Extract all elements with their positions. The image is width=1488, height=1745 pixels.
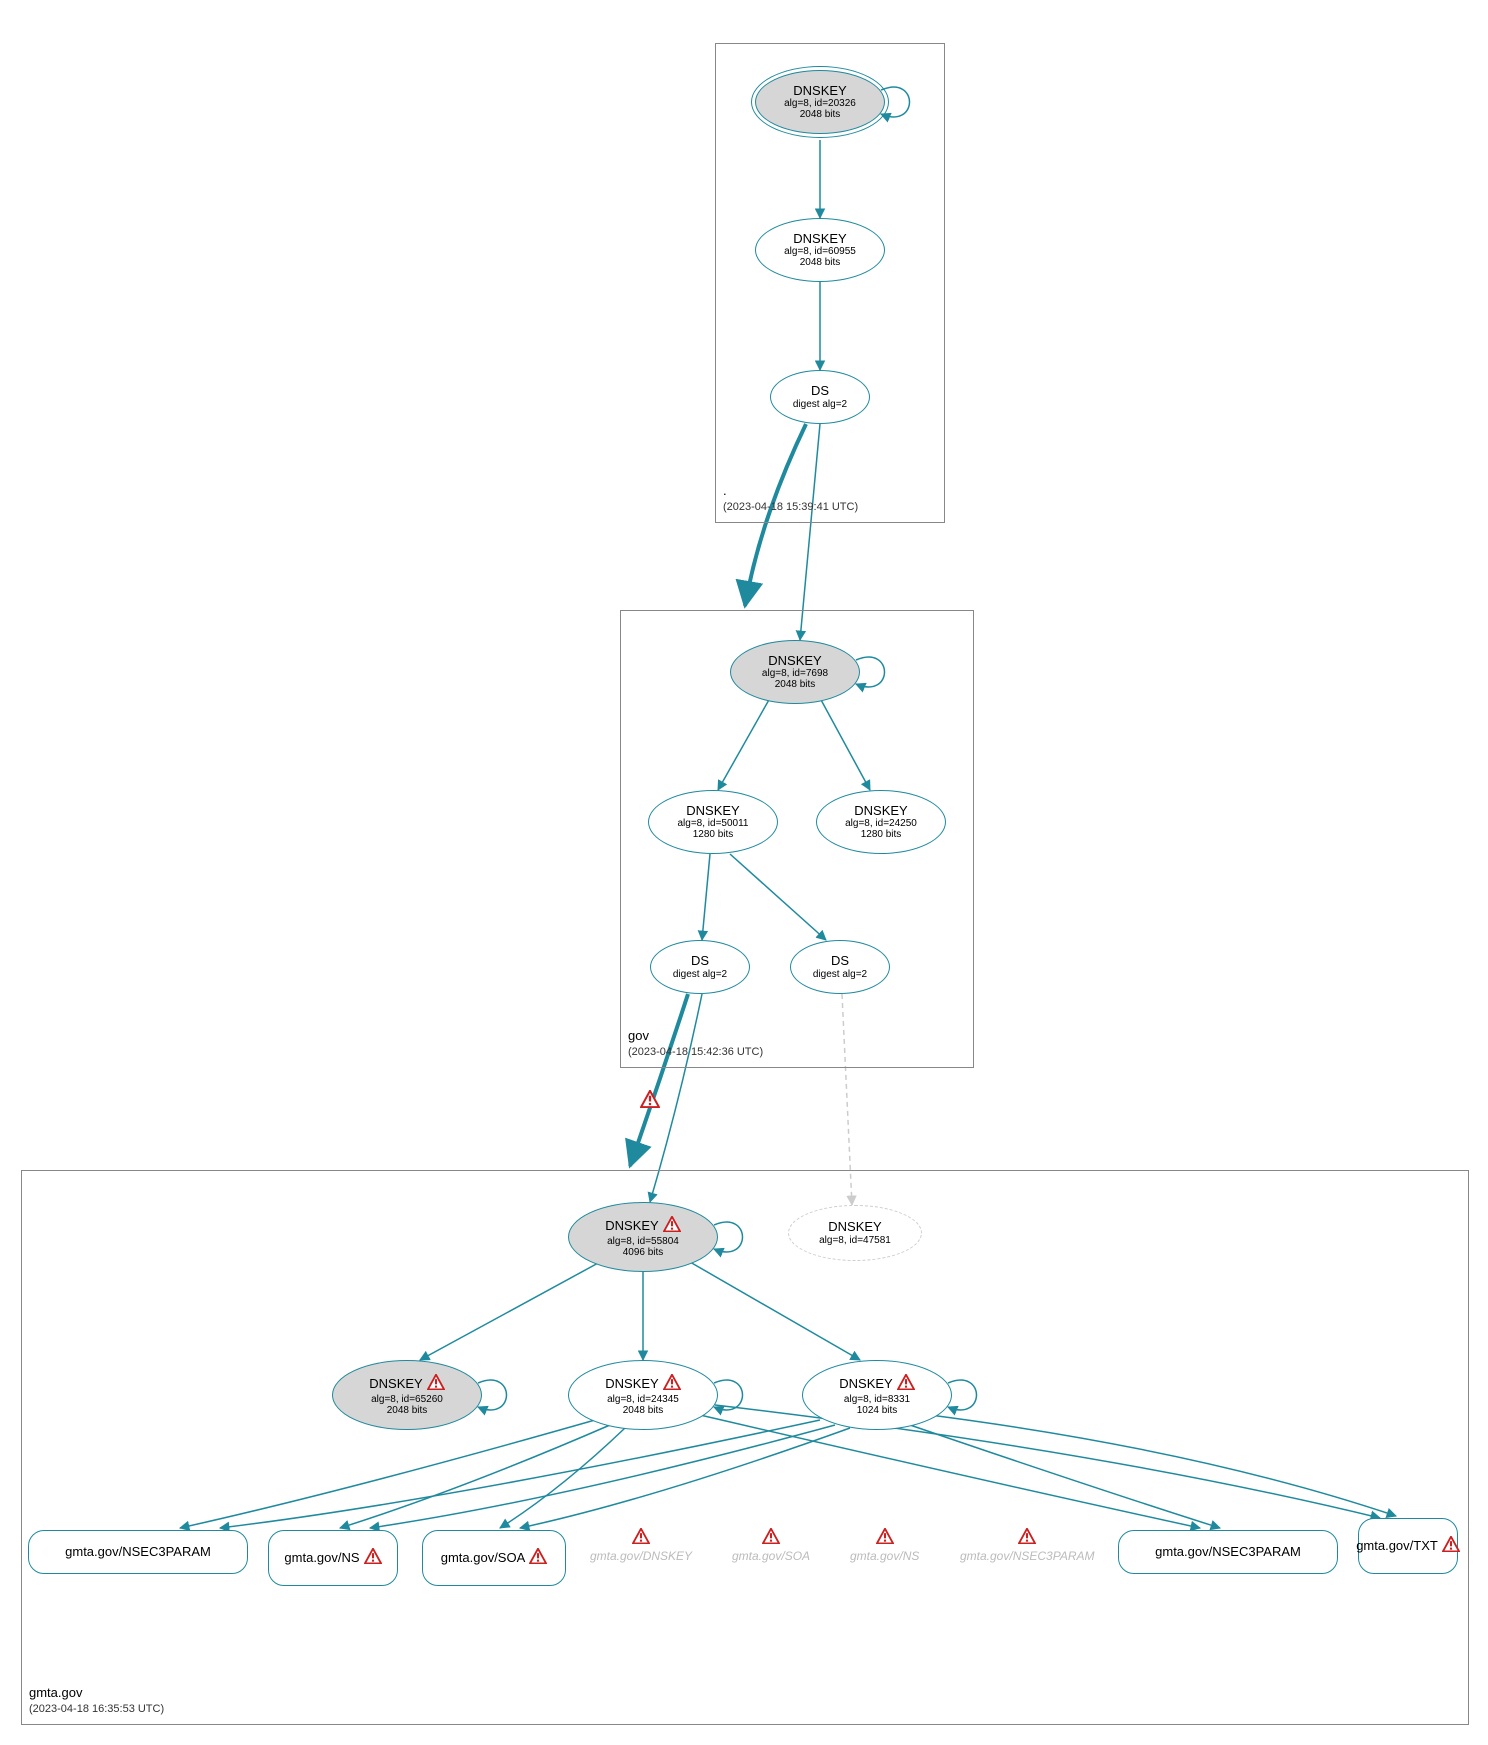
node-title: DNSKEY	[839, 1377, 892, 1391]
node-title: DS	[831, 954, 849, 968]
warning-icon	[590, 1528, 692, 1549]
node-sub2: 1024 bits	[857, 1405, 898, 1416]
node-title: DNSKEY	[369, 1377, 422, 1391]
warning-icon	[427, 1374, 445, 1393]
node-title: DNSKEY	[686, 804, 739, 818]
node-gov-ds1: DSdigest alg=2	[650, 940, 750, 994]
node-root-ds: DSdigest alg=2	[770, 370, 870, 424]
node-gmta-zsk2: DNSKEY alg=8, id=243452048 bits	[568, 1360, 718, 1430]
faded-label: gmta.gov/NS	[850, 1549, 919, 1563]
faded-group: gmta.gov/SOA	[732, 1528, 810, 1563]
zone-gmta	[21, 1170, 1469, 1725]
node-gmta-zsk3: DNSKEY alg=8, id=83311024 bits	[802, 1360, 952, 1430]
node-sub1: alg=8, id=65260	[371, 1394, 443, 1405]
node-gmta-zsk1: DNSKEY alg=8, id=652602048 bits	[332, 1360, 482, 1430]
node-sub1: alg=8, id=7698	[762, 668, 828, 679]
node-sub2: 2048 bits	[623, 1405, 664, 1416]
node-rr-nsec3-a: gmta.gov/NSEC3PARAM	[28, 1530, 248, 1574]
node-gov-ksk: DNSKEYalg=8, id=76982048 bits	[730, 640, 860, 704]
warning-icon	[1442, 1536, 1460, 1555]
node-rr-ns: gmta.gov/NS	[268, 1530, 398, 1586]
zone-timestamp-gmta: (2023-04-18 16:35:53 UTC)	[29, 1703, 164, 1715]
zone-timestamp-root: (2023-04-18 15:39:41 UTC)	[723, 501, 858, 513]
node-title: DNSKEY	[605, 1219, 658, 1233]
warning-icon	[732, 1528, 810, 1549]
node-sub1: alg=8, id=24345	[607, 1394, 679, 1405]
node-title: gmta.gov/TXT	[1356, 1539, 1438, 1553]
node-sub2: 2048 bits	[800, 109, 841, 120]
warning-icon	[897, 1374, 915, 1393]
node-sub2: 1280 bits	[693, 829, 734, 840]
node-title: DS	[691, 954, 709, 968]
node-sub1: digest alg=2	[813, 969, 867, 980]
faded-label: gmta.gov/NSEC3PARAM	[960, 1549, 1095, 1563]
node-title: gmta.gov/SOA	[441, 1551, 526, 1565]
node-title: DS	[811, 384, 829, 398]
node-sub1: alg=8, id=24250	[845, 818, 917, 829]
node-sub1: alg=8, id=47581	[819, 1235, 891, 1246]
node-title: DNSKEY	[828, 1220, 881, 1234]
node-sub2: 4096 bits	[623, 1247, 664, 1258]
node-rr-soa: gmta.gov/SOA	[422, 1530, 566, 1586]
node-root-ksk: DNSKEYalg=8, id=203262048 bits	[755, 70, 885, 134]
node-gmta-ksk: DNSKEY alg=8, id=558044096 bits	[568, 1202, 718, 1272]
node-title: DNSKEY	[854, 804, 907, 818]
node-gov-zsk1: DNSKEYalg=8, id=500111280 bits	[648, 790, 778, 854]
node-sub2: 2048 bits	[387, 1405, 428, 1416]
zone-label-gov: gov	[628, 1028, 649, 1043]
warning-icon	[663, 1216, 681, 1235]
warning-icon	[850, 1528, 919, 1549]
zone-label-gmta: gmta.gov	[29, 1685, 82, 1700]
zone-label-root: .	[723, 483, 727, 498]
faded-label: gmta.gov/SOA	[732, 1549, 810, 1563]
node-title: gmta.gov/NSEC3PARAM	[1155, 1545, 1301, 1559]
faded-group: gmta.gov/DNSKEY	[590, 1528, 692, 1563]
warning-icon	[663, 1374, 681, 1393]
node-title: DNSKEY	[793, 84, 846, 98]
node-sub2: 1280 bits	[861, 829, 902, 840]
node-sub2: 2048 bits	[775, 679, 816, 690]
node-sub1: digest alg=2	[673, 969, 727, 980]
node-sub1: alg=8, id=60955	[784, 246, 856, 257]
node-sub1: digest alg=2	[793, 399, 847, 410]
node-root-zsk: DNSKEYalg=8, id=609552048 bits	[755, 218, 885, 282]
warning-icon	[960, 1528, 1095, 1549]
node-rr-nsec3-b: gmta.gov/NSEC3PARAM	[1118, 1530, 1338, 1574]
faded-label: gmta.gov/DNSKEY	[590, 1549, 692, 1563]
node-title: gmta.gov/NS	[284, 1551, 359, 1565]
node-sub1: alg=8, id=55804	[607, 1236, 679, 1247]
warning-icon	[364, 1548, 382, 1567]
node-sub1: alg=8, id=8331	[844, 1394, 910, 1405]
faded-group: gmta.gov/NSEC3PARAM	[960, 1528, 1095, 1563]
warning-icon	[529, 1548, 547, 1567]
node-gov-ds2: DSdigest alg=2	[790, 940, 890, 994]
node-sub1: alg=8, id=20326	[784, 98, 856, 109]
node-gmta-dnskey-revoked: DNSKEYalg=8, id=47581	[788, 1205, 922, 1261]
node-title: gmta.gov/NSEC3PARAM	[65, 1545, 211, 1559]
node-title: DNSKEY	[768, 654, 821, 668]
node-title: DNSKEY	[793, 232, 846, 246]
faded-group: gmta.gov/NS	[850, 1528, 919, 1563]
node-gov-zsk2: DNSKEYalg=8, id=242501280 bits	[816, 790, 946, 854]
node-sub1: alg=8, id=50011	[678, 818, 749, 829]
node-sub2: 2048 bits	[800, 257, 841, 268]
node-title: DNSKEY	[605, 1377, 658, 1391]
node-rr-txt: gmta.gov/TXT	[1358, 1518, 1458, 1574]
zone-timestamp-gov: (2023-04-18 15:42:36 UTC)	[628, 1046, 763, 1058]
